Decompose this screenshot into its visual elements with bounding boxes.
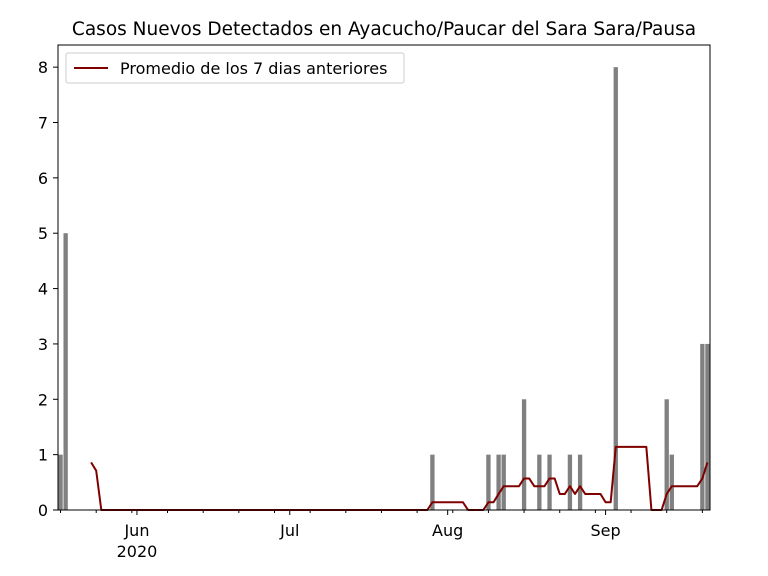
bar-2020-08-11 xyxy=(496,454,501,510)
bar-2020-08-12 xyxy=(501,454,506,510)
bar-2020-09-21 xyxy=(705,343,710,510)
bar-2020-08-21 xyxy=(547,454,552,510)
y-tick-label: 8 xyxy=(38,58,48,77)
y-tick-label: 5 xyxy=(38,224,48,243)
bar-2020-09-03 xyxy=(613,67,618,510)
bar-2020-09-14 xyxy=(669,454,674,510)
x-tick-sublabel: 2020 xyxy=(117,542,158,561)
y-tick-label: 4 xyxy=(38,280,48,299)
bar-2020-08-19 xyxy=(537,454,542,510)
legend-entry-label: Promedio de los 7 dias anteriores xyxy=(120,59,387,78)
legend-box xyxy=(65,52,405,84)
bar-2020-09-13 xyxy=(664,399,669,510)
x-tick-label: Aug xyxy=(432,521,463,540)
y-axis: 0 1 2 3 4 5 6 7 8 xyxy=(38,58,58,520)
y-tick-label: 3 xyxy=(38,335,48,354)
bar-2020-08-09 xyxy=(486,454,491,510)
bar-2020-05-17 xyxy=(58,454,63,510)
bars-layer xyxy=(58,67,710,510)
x-axis: Jun 2020 Jul Aug Sep xyxy=(60,510,703,561)
bar-2020-08-27 xyxy=(577,454,583,510)
bar-2020-08-25 xyxy=(567,454,573,510)
chart-title: Casos Nuevos Detectados en Ayacucho/Pauc… xyxy=(72,19,696,40)
x-tick-label: Jun xyxy=(123,521,149,540)
y-tick-label: 1 xyxy=(38,446,48,465)
bar-2020-07-29 xyxy=(430,454,435,510)
bar-2020-08-16 xyxy=(521,399,527,510)
x-tick-label: Sep xyxy=(591,521,621,540)
y-tick-label: 0 xyxy=(38,501,48,520)
bar-2020-09-20 xyxy=(700,343,705,510)
y-tick-label: 2 xyxy=(38,390,48,409)
x-tick-label: Jul xyxy=(279,521,299,540)
y-tick-label: 6 xyxy=(38,169,48,188)
plot-frame xyxy=(57,44,711,511)
y-tick-label: 7 xyxy=(38,114,48,133)
bar-2020-05-18 xyxy=(63,233,68,510)
legend: Promedio de los 7 dias anteriores xyxy=(65,52,405,84)
